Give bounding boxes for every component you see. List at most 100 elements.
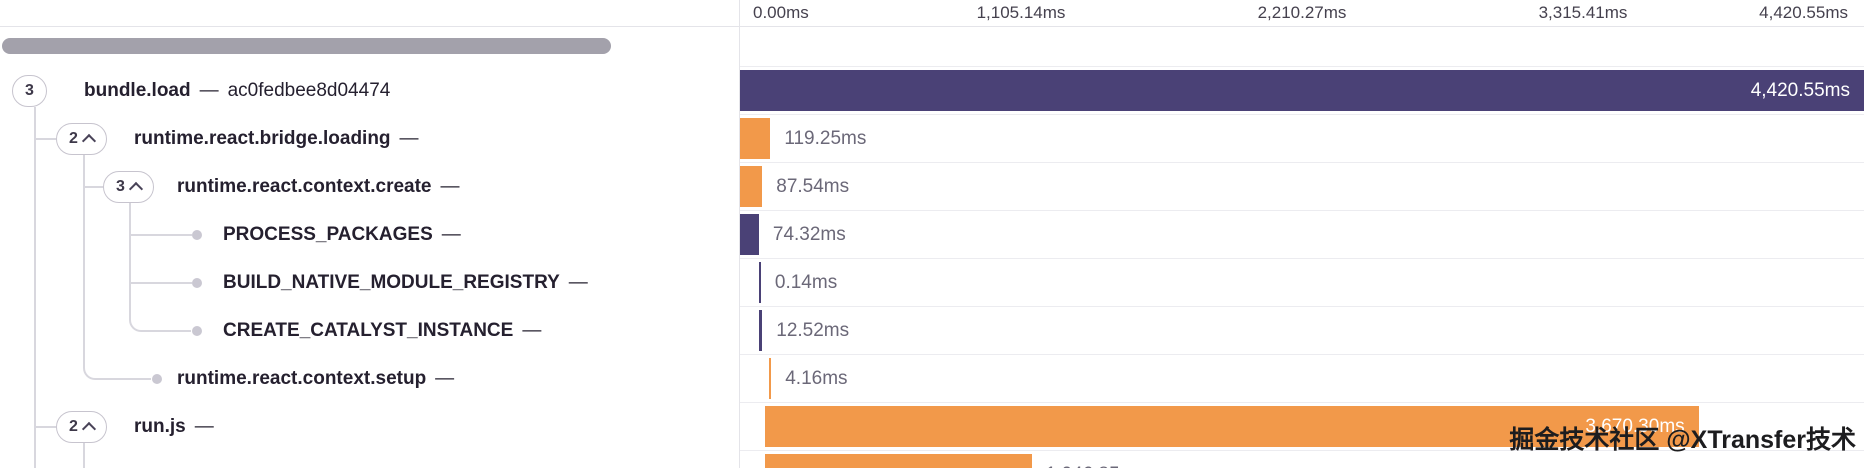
- chevron-up-icon: [81, 133, 96, 149]
- span-bar[interactable]: [740, 166, 763, 207]
- span-label: PROCESS_PACKAGES —: [223, 211, 470, 259]
- tree-connector-vertical: [33, 107, 37, 468]
- tree-row[interactable]: 3 runtime.react.context.create —: [0, 163, 740, 211]
- span-bar[interactable]: [758, 262, 761, 303]
- span-name: bundle.load: [84, 80, 191, 101]
- tree-connector-elbow: [128, 319, 191, 332]
- label-separator: —: [435, 368, 455, 389]
- span-name: PROCESS_PACKAGES: [223, 224, 433, 245]
- span-bar[interactable]: [740, 214, 759, 255]
- span-label: CREATE_CATALYST_INSTANCE —: [223, 307, 550, 355]
- span-row[interactable]: 4.16ms: [740, 355, 1864, 403]
- span-name: runtime.react.context.create: [177, 176, 432, 197]
- span-label: runtime.react.context.create —: [177, 163, 469, 211]
- leaf-dot-icon: [192, 230, 202, 240]
- tree-connector-elbow: [82, 367, 151, 380]
- axis-tick: 4,420.55ms: [1759, 3, 1848, 22]
- watermark-text: 掘金技术社区 @XTransfer技术: [1509, 426, 1856, 454]
- span-row[interactable]: 3,670.30ms: [740, 403, 1864, 451]
- label-separator: —: [399, 128, 419, 149]
- label-separator: —: [568, 272, 588, 293]
- label-separator: —: [441, 224, 461, 245]
- span-name: runtime.react.context.setup: [177, 368, 427, 389]
- span-duration: 3,670.30ms: [1585, 416, 1685, 437]
- span-duration: 4.16ms: [785, 368, 848, 389]
- span-name: runtime.react.bridge.loading: [134, 128, 391, 149]
- span-duration: 87.54ms: [776, 176, 850, 197]
- expand-toggle[interactable]: 3: [12, 75, 47, 107]
- expand-toggle[interactable]: 2: [56, 411, 107, 443]
- label-separator: —: [194, 416, 214, 437]
- span-name: CREATE_CATALYST_INSTANCE: [223, 320, 514, 341]
- chevron-up-icon: [128, 181, 143, 197]
- leaf-dot-icon: [192, 278, 202, 288]
- axis-tick: 0.00ms: [753, 3, 809, 22]
- span-duration: 1,046.85ms: [1046, 451, 1145, 468]
- span-label: runtime.react.bridge.loading —: [134, 115, 428, 163]
- span-bar[interactable]: [765, 454, 1032, 468]
- span-duration: 74.32ms: [772, 224, 846, 245]
- span-label: BUILD_NATIVE_MODULE_REGISTRY —: [223, 259, 597, 307]
- tree-row[interactable]: runtime.react.context.setup —: [0, 355, 740, 403]
- label-separator: —: [440, 176, 460, 197]
- axis-tick: 3,315.41ms: [1538, 3, 1628, 22]
- span-bar[interactable]: [740, 118, 771, 159]
- span-duration: 4,420.55ms: [1750, 80, 1850, 101]
- span-bar[interactable]: [759, 310, 763, 351]
- chevron-up-icon: [81, 421, 96, 437]
- label-separator: —: [199, 80, 219, 101]
- child-count: 3: [25, 82, 34, 99]
- tree-row[interactable]: 2 run.js —: [0, 403, 740, 451]
- span-label: runtime.react.context.setup —: [177, 355, 463, 403]
- span-row[interactable]: 74.32ms: [740, 211, 1864, 259]
- span-name: BUILD_NATIVE_MODULE_REGISTRY: [223, 272, 560, 293]
- tree-row[interactable]: CREATE_CATALYST_INSTANCE —: [0, 307, 740, 355]
- leaf-dot-icon: [152, 374, 162, 384]
- expand-toggle[interactable]: 3: [103, 171, 154, 203]
- span-row[interactable]: 4,420.55ms: [740, 67, 1864, 115]
- axis-divider: [0, 26, 1864, 27]
- tree-connector-horizontal: [130, 233, 192, 237]
- child-count: 2: [69, 130, 78, 147]
- span-id: ac0fedbee8d04474: [227, 80, 391, 101]
- time-axis: 0.00ms 1,105.14ms 2,210.27ms 3,315.41ms …: [740, 0, 1864, 26]
- tree-row[interactable]: PROCESS_PACKAGES —: [0, 211, 740, 259]
- span-timeline: 4,420.55ms 119.25ms 87.54ms 74.32ms 0.14ms 12…: [740, 67, 1864, 468]
- tree-connector-horizontal: [35, 425, 56, 429]
- span-duration: 0.14ms: [774, 272, 838, 293]
- label-separator: —: [522, 320, 542, 341]
- horizontal-scrollbar[interactable]: [2, 38, 611, 54]
- panel-divider[interactable]: [739, 0, 740, 468]
- span-label: bundle.load — ac0fedbee8d04474: [84, 67, 390, 115]
- span-row[interactable]: 87.54ms: [740, 163, 1864, 211]
- tree-row[interactable]: 2 runtime.react.bridge.loading —: [0, 115, 740, 163]
- span-label: run.js —: [134, 403, 223, 451]
- tree-connector-horizontal: [35, 137, 56, 141]
- axis-tick: 2,210.27ms: [1257, 3, 1347, 22]
- span-bar[interactable]: [769, 358, 772, 399]
- expand-toggle[interactable]: 2: [56, 123, 107, 155]
- tree-connector-vertical: [82, 155, 86, 367]
- span-duration: 12.52ms: [776, 320, 850, 341]
- span-name: run.js: [134, 416, 186, 437]
- span-bar[interactable]: 3,670.30ms: [765, 406, 1699, 447]
- tree-connector-horizontal: [84, 185, 103, 189]
- tree-connector-horizontal: [130, 281, 192, 285]
- child-count: 2: [69, 418, 78, 435]
- child-count: 3: [116, 178, 125, 195]
- span-row[interactable]: 12.52ms: [740, 307, 1864, 355]
- span-row[interactable]: 0.14ms: [740, 259, 1864, 307]
- tree-connector-vertical: [82, 443, 86, 468]
- scrollbar-row-border: [740, 26, 1864, 67]
- span-row[interactable]: 1,046.85ms: [740, 451, 1864, 468]
- span-row[interactable]: 119.25ms: [740, 115, 1864, 163]
- tree-row[interactable]: 3 bundle.load — ac0fedbee8d04474: [0, 67, 740, 115]
- axis-tick: 1,105.14ms: [976, 3, 1066, 22]
- leaf-dot-icon: [192, 326, 202, 336]
- span-duration: 119.25ms: [784, 128, 867, 149]
- tree-row[interactable]: [0, 451, 740, 468]
- span-bar[interactable]: 4,420.55ms: [740, 70, 1864, 111]
- tree-connector-vertical: [128, 203, 132, 319]
- tree-row[interactable]: BUILD_NATIVE_MODULE_REGISTRY —: [0, 259, 740, 307]
